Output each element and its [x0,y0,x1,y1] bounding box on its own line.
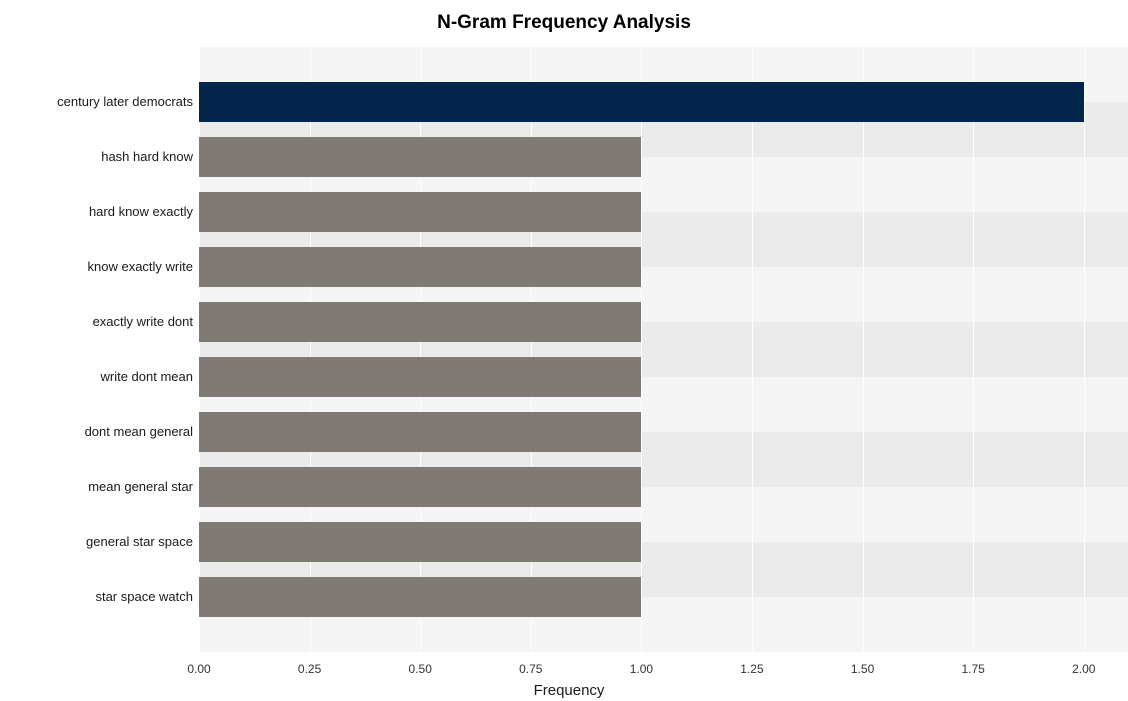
bar [199,137,641,177]
x-tick-label: 0.50 [409,662,432,676]
bar [199,82,1084,122]
x-tick-label: 1.50 [851,662,874,676]
x-tick-label: 0.75 [519,662,542,676]
y-tick-label: general star space [10,534,193,549]
y-tick-label: mean general star [10,479,193,494]
chart-title: N-Gram Frequency Analysis [10,12,1118,34]
gridline [863,47,864,652]
bar [199,577,641,617]
y-tick-label: dont mean general [10,424,193,439]
y-tick-label: hash hard know [10,149,193,164]
x-tick-label: 1.00 [630,662,653,676]
bar [199,192,641,232]
x-tick-label: 0.25 [298,662,321,676]
bar [199,302,641,342]
bar [199,247,641,287]
y-tick-label: write dont mean [10,369,193,384]
gridline [1084,47,1085,652]
x-tick-label: 0.00 [187,662,210,676]
gridline [973,47,974,652]
y-tick-label: star space watch [10,589,193,604]
bar [199,522,641,562]
xaxis-title: Frequency [10,682,939,699]
y-tick-label: exactly write dont [10,314,193,329]
plot-area [199,47,1128,652]
gridline [752,47,753,652]
y-tick-label: century later democrats [10,94,193,109]
ngram-chart: N-Gram Frequency Analysis Frequency cent… [10,10,1118,691]
y-tick-label: know exactly write [10,259,193,274]
bar [199,357,641,397]
gridline [641,47,642,652]
x-tick-label: 1.75 [961,662,984,676]
bar [199,412,641,452]
bar [199,467,641,507]
x-tick-label: 2.00 [1072,662,1095,676]
x-tick-label: 1.25 [740,662,763,676]
y-tick-label: hard know exactly [10,204,193,219]
